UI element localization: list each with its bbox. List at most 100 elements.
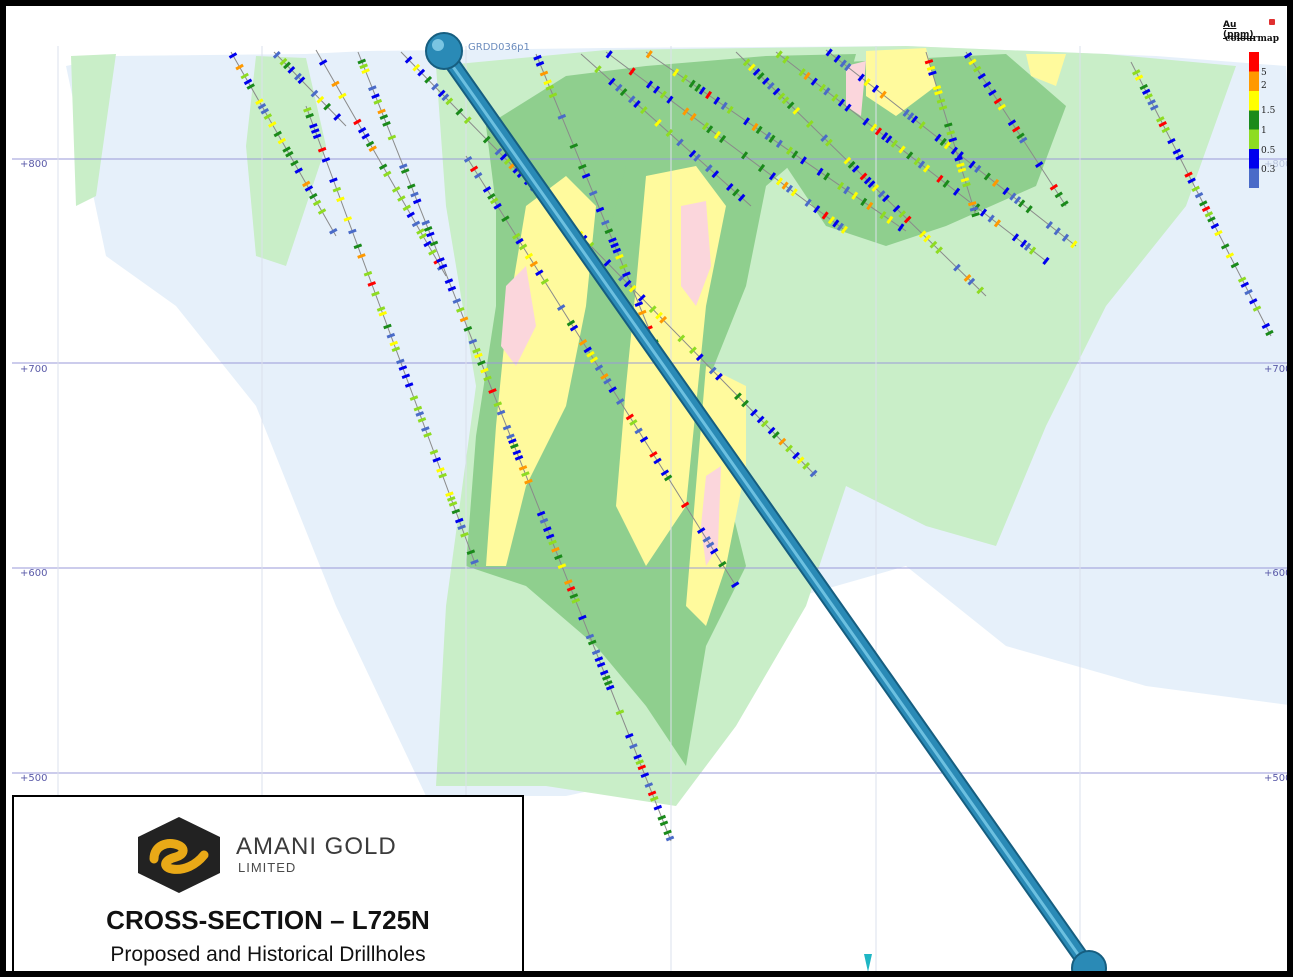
assay-interval	[1011, 233, 1020, 242]
assay-interval	[708, 366, 717, 375]
assay-interval	[710, 547, 719, 555]
assay-interval	[706, 541, 715, 549]
assay-interval	[676, 138, 684, 147]
assay-interval	[533, 54, 542, 61]
assay-interval	[942, 179, 950, 188]
assay-interval	[421, 219, 430, 226]
assay-interval	[917, 160, 926, 169]
assay-interval	[494, 147, 503, 156]
assay-interval	[756, 72, 765, 81]
assay-interval	[867, 180, 876, 189]
assay-interval	[622, 271, 631, 278]
assay-interval	[702, 536, 711, 543]
assay-interval	[317, 208, 327, 215]
proposed-drillhole[interactable]	[425, 32, 1107, 977]
assay-interval	[1261, 322, 1271, 330]
assay-interval	[791, 150, 799, 159]
assay-interval	[804, 198, 812, 207]
assay-interval	[751, 122, 759, 132]
assay-interval	[367, 281, 377, 287]
assay-interval	[1019, 136, 1028, 144]
assay-interval	[353, 243, 363, 250]
assay-interval	[785, 146, 793, 155]
assay-interval	[404, 55, 413, 64]
assay-interval	[585, 633, 595, 640]
assay-interval	[910, 115, 919, 124]
assay-interval	[365, 140, 375, 148]
assay-interval	[1060, 200, 1069, 208]
assay-interval	[272, 51, 281, 59]
assay-interval	[628, 67, 636, 76]
assay-interval	[879, 90, 887, 99]
assay-interval	[936, 174, 944, 183]
assay-interval	[571, 598, 581, 604]
assay-interval	[654, 118, 662, 127]
assay-interval	[615, 398, 625, 405]
assay-interval	[1134, 74, 1144, 81]
assay-interval	[649, 795, 659, 802]
legend-subtitle: colourmap	[1225, 34, 1279, 44]
assay-interval	[423, 240, 432, 248]
assay-interval	[730, 581, 740, 589]
cross-section-view[interactable]	[6, 6, 1293, 977]
legend-label-0-3: 0.3	[1261, 165, 1276, 175]
assay-interval	[963, 274, 972, 282]
assay-interval	[482, 135, 491, 144]
assay-interval	[423, 432, 432, 438]
assay-interval	[903, 215, 912, 224]
assay-interval	[601, 219, 610, 226]
assay-interval	[470, 559, 479, 565]
assay-interval	[1139, 83, 1148, 91]
assay-interval	[400, 168, 410, 174]
assay-interval	[740, 151, 749, 160]
assay-interval	[1034, 161, 1044, 169]
assay-interval	[761, 77, 770, 85]
elevation-label-500: +500	[20, 773, 48, 784]
assay-interval	[665, 835, 675, 842]
assay-interval	[503, 157, 512, 165]
grade-shells	[66, 46, 1287, 806]
assay-interval	[1007, 119, 1017, 127]
assay-interval	[457, 524, 466, 531]
assay-interval	[785, 444, 793, 453]
assay-interval	[331, 80, 340, 88]
assay-interval	[755, 125, 763, 135]
assay-interval	[825, 138, 833, 147]
assay-interval	[305, 112, 314, 119]
assay-interval	[954, 156, 963, 162]
assay-interval	[472, 347, 481, 354]
assay-interval	[377, 108, 386, 115]
assay-interval	[863, 176, 872, 185]
assay-interval	[446, 496, 456, 502]
assay-interval	[501, 215, 510, 223]
assay-interval	[321, 157, 331, 163]
assay-interval	[382, 121, 391, 127]
assay-interval	[518, 243, 528, 251]
assay-interval	[825, 48, 833, 57]
assay-interval	[428, 248, 437, 256]
assay-interval	[633, 100, 641, 108]
assay-interval	[323, 102, 332, 111]
assay-interval	[1045, 220, 1053, 230]
assay-interval	[539, 517, 549, 524]
assay-interval	[343, 216, 353, 222]
assay-interval	[832, 219, 840, 228]
assay-interval	[782, 55, 790, 64]
legend-close-icon[interactable]	[1269, 19, 1275, 25]
assay-interval	[1156, 116, 1165, 123]
assay-interval	[1194, 191, 1204, 199]
assay-interval	[742, 58, 751, 67]
assay-interval	[711, 170, 720, 179]
assay-interval	[934, 90, 943, 96]
assay-interval	[569, 324, 579, 332]
assay-interval	[594, 364, 604, 372]
assay-interval	[1237, 276, 1247, 283]
assay-interval	[775, 50, 783, 59]
assay-interval	[619, 88, 628, 97]
assay-interval	[747, 63, 756, 72]
assay-interval	[510, 443, 519, 449]
assay-interval	[831, 93, 839, 102]
assay-interval	[361, 68, 370, 74]
assay-interval	[663, 474, 673, 482]
